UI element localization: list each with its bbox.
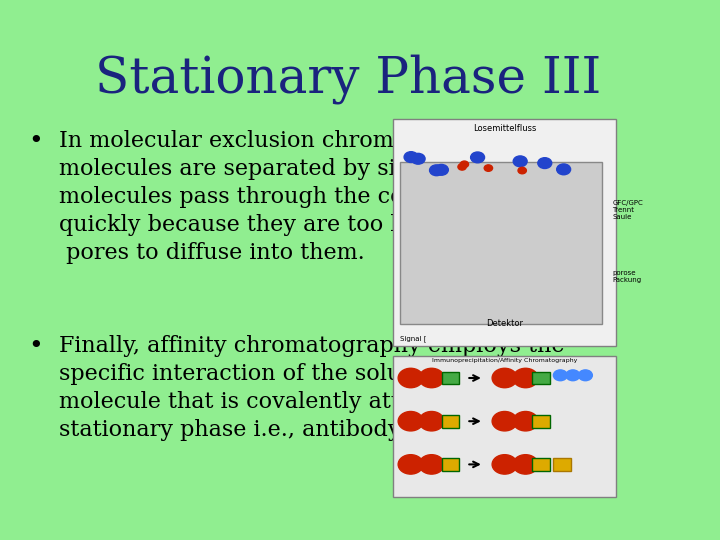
Circle shape: [419, 455, 444, 474]
Text: stationary phase i.e., antibody.: stationary phase i.e., antibody.: [59, 419, 405, 441]
Circle shape: [398, 455, 423, 474]
Circle shape: [411, 153, 425, 164]
Text: Signal [: Signal [: [400, 335, 427, 342]
Circle shape: [492, 411, 517, 431]
Circle shape: [513, 411, 538, 431]
Text: In molecular exclusion chromatography,: In molecular exclusion chromatography,: [59, 130, 513, 152]
Circle shape: [434, 164, 449, 175]
FancyBboxPatch shape: [393, 356, 616, 497]
Circle shape: [485, 165, 492, 171]
Text: specific interaction of the solute with  a second: specific interaction of the solute with …: [59, 363, 594, 385]
Circle shape: [513, 455, 538, 474]
Circle shape: [513, 156, 527, 167]
FancyBboxPatch shape: [533, 372, 550, 384]
FancyBboxPatch shape: [442, 458, 459, 471]
Text: quickly because they are too large for the: quickly because they are too large for t…: [59, 214, 532, 236]
Circle shape: [404, 152, 418, 163]
Circle shape: [554, 370, 567, 381]
FancyBboxPatch shape: [533, 415, 550, 428]
Circle shape: [513, 368, 538, 388]
Circle shape: [398, 411, 423, 431]
Text: molecule that is covalently attached to the: molecule that is covalently attached to …: [59, 391, 541, 413]
Circle shape: [578, 370, 593, 381]
Text: Detektor: Detektor: [486, 319, 523, 328]
FancyBboxPatch shape: [554, 458, 571, 471]
Circle shape: [460, 161, 469, 167]
Text: molecules pass through the column more: molecules pass through the column more: [59, 186, 526, 208]
FancyBboxPatch shape: [442, 415, 459, 428]
Circle shape: [419, 368, 444, 388]
Circle shape: [557, 164, 571, 175]
Circle shape: [492, 368, 517, 388]
FancyBboxPatch shape: [393, 119, 616, 346]
Circle shape: [566, 370, 580, 381]
Text: •: •: [28, 130, 42, 153]
Text: •: •: [28, 335, 42, 358]
Circle shape: [458, 164, 467, 170]
Text: porose
Packung: porose Packung: [613, 270, 642, 283]
Text: Stationary Phase III: Stationary Phase III: [95, 54, 601, 104]
FancyBboxPatch shape: [533, 458, 550, 471]
Circle shape: [419, 411, 444, 431]
Circle shape: [398, 368, 423, 388]
Circle shape: [518, 167, 526, 174]
Text: Finally, affinity chromatography employs the: Finally, affinity chromatography employs…: [59, 335, 564, 357]
FancyBboxPatch shape: [400, 162, 602, 324]
Text: GFC/GPC
Trennt
Saule: GFC/GPC Trennt Saule: [613, 200, 643, 220]
Circle shape: [471, 152, 485, 163]
Text: Immunoprecipitation/Affinity Chromatography: Immunoprecipitation/Affinity Chromatogra…: [432, 358, 577, 363]
Circle shape: [538, 158, 552, 168]
Circle shape: [492, 455, 517, 474]
Circle shape: [430, 165, 444, 176]
Text: pores to diffuse into them.: pores to diffuse into them.: [59, 242, 365, 264]
FancyBboxPatch shape: [442, 372, 459, 384]
Text: molecules are separated by size. Larger: molecules are separated by size. Larger: [59, 158, 511, 180]
Text: Losemittelfluss: Losemittelfluss: [473, 124, 536, 133]
